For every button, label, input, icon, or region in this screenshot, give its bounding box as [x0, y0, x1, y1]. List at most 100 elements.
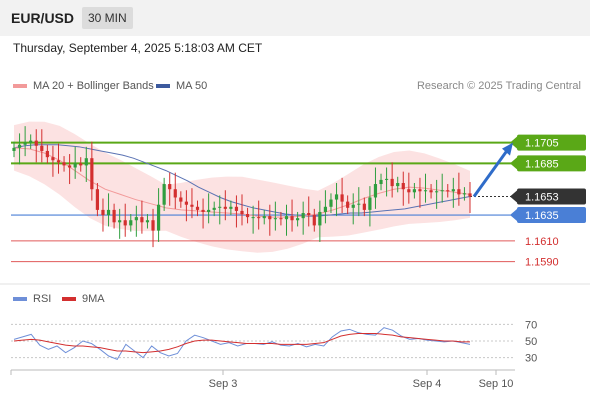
candle-body [446, 190, 450, 192]
legend-ma20-bollinger: MA 20 + Bollinger Bands [13, 80, 154, 92]
candle-body [440, 190, 444, 192]
candle-body [118, 220, 122, 223]
candle-body [290, 216, 294, 221]
candle-body [279, 218, 283, 220]
candle-body [34, 140, 38, 146]
candle-body [373, 184, 378, 198]
level-label-1.1635: 1.1635 [525, 210, 559, 222]
candle-body [90, 158, 94, 190]
legend-9ma-label: 9MA [82, 293, 105, 305]
level-label-1.1653: 1.1653 [525, 191, 559, 203]
candle-body [312, 215, 316, 226]
research-credit: Research © 2025 Trading Central [416, 80, 581, 92]
candle-body [318, 211, 322, 226]
rsi-tick-30: 30 [525, 353, 537, 365]
candle-body [156, 204, 161, 231]
candle-body [296, 218, 300, 221]
candle-body [307, 212, 311, 216]
candle-body [151, 220, 155, 231]
ma9-swatch [62, 297, 76, 301]
top-bar: EUR/USD 30 MIN [0, 0, 590, 36]
candle-body [56, 160, 61, 163]
level-label-1.1685: 1.1685 [525, 158, 559, 170]
projection-arrow-line [472, 149, 509, 198]
candle-body [134, 217, 138, 221]
level-label-1.1590: 1.1590 [525, 257, 559, 269]
candle-body [462, 193, 467, 195]
level-tag-1.1685 [517, 155, 586, 172]
candle-body [429, 190, 433, 193]
candle-body [245, 214, 250, 218]
candle-body [23, 142, 27, 145]
candle-body [301, 212, 305, 219]
level-tag-1.1653 [517, 188, 586, 205]
candle-body [368, 197, 372, 210]
candle-body [401, 183, 405, 190]
rsi-swatch [13, 297, 27, 301]
level-label-1.1705: 1.1705 [525, 138, 559, 150]
candle-body [190, 204, 194, 207]
chart-datetime: Thursday, September 4, 2025 5:18:03 AM C… [13, 41, 263, 55]
candle-body [129, 220, 133, 226]
candle-body [396, 183, 400, 187]
legend-ma20-label: MA 20 + Bollinger Bands [33, 80, 154, 92]
ma20-swatch [13, 84, 27, 88]
legend-rsi-label: RSI [33, 293, 52, 305]
candle-body [106, 209, 111, 216]
legend-9ma: 9MA [62, 293, 105, 305]
candle-body [457, 189, 461, 195]
rsi-ma-line [13, 333, 470, 354]
x-axis-label: Sep 10 [479, 378, 514, 390]
candle-body [418, 189, 422, 192]
timeframe-button[interactable]: 30 MIN [82, 7, 133, 29]
bollinger-band-area [14, 121, 470, 253]
legend-ma50-label: MA 50 [176, 80, 208, 92]
candle-body [357, 203, 361, 205]
candle-body [468, 193, 472, 197]
candle-body [179, 197, 183, 202]
candle-body [340, 194, 344, 202]
candle-body [168, 184, 172, 190]
rsi-line [13, 327, 471, 360]
legend-rsi: RSI [13, 293, 51, 305]
level-tag-1.1705 [517, 134, 586, 151]
candle-body [173, 189, 177, 198]
candle-body [334, 194, 339, 200]
candle-body [62, 162, 66, 166]
candle-body [451, 189, 455, 192]
candle-body [29, 140, 33, 143]
level-tag-1.1635 [517, 207, 586, 224]
candle-body [17, 144, 22, 148]
candle-body [229, 206, 233, 209]
candle-body [84, 158, 88, 166]
candle-body [212, 207, 216, 210]
candle-body [195, 206, 200, 210]
candle-body [435, 191, 439, 193]
candle-body [40, 145, 44, 151]
candle-body [12, 147, 16, 151]
candle-body [240, 210, 244, 215]
projection-arrow-head [502, 142, 513, 156]
candle-body [379, 179, 383, 185]
x-axis-label: Sep 3 [209, 378, 238, 390]
candle-body [346, 201, 350, 208]
candle-body [251, 217, 255, 219]
candle-body [273, 218, 277, 220]
candle-body [101, 209, 105, 216]
level-tag-pointer-1.1653 [510, 190, 517, 203]
candle-body [412, 189, 416, 193]
candle-body [112, 209, 116, 223]
candle-body [73, 163, 77, 168]
candle-body [407, 189, 411, 193]
candle-body [262, 216, 266, 219]
level-label-1.1610: 1.1610 [525, 236, 559, 248]
candle-body [423, 190, 428, 192]
rsi-tick-70: 70 [525, 319, 537, 331]
candle-body [223, 206, 227, 209]
level-tag-pointer-1.1705 [510, 136, 517, 149]
candle-body [51, 157, 55, 161]
symbol-title: EUR/USD [11, 10, 75, 26]
level-tag-pointer-1.1635 [510, 209, 517, 222]
candle-body [95, 189, 100, 210]
